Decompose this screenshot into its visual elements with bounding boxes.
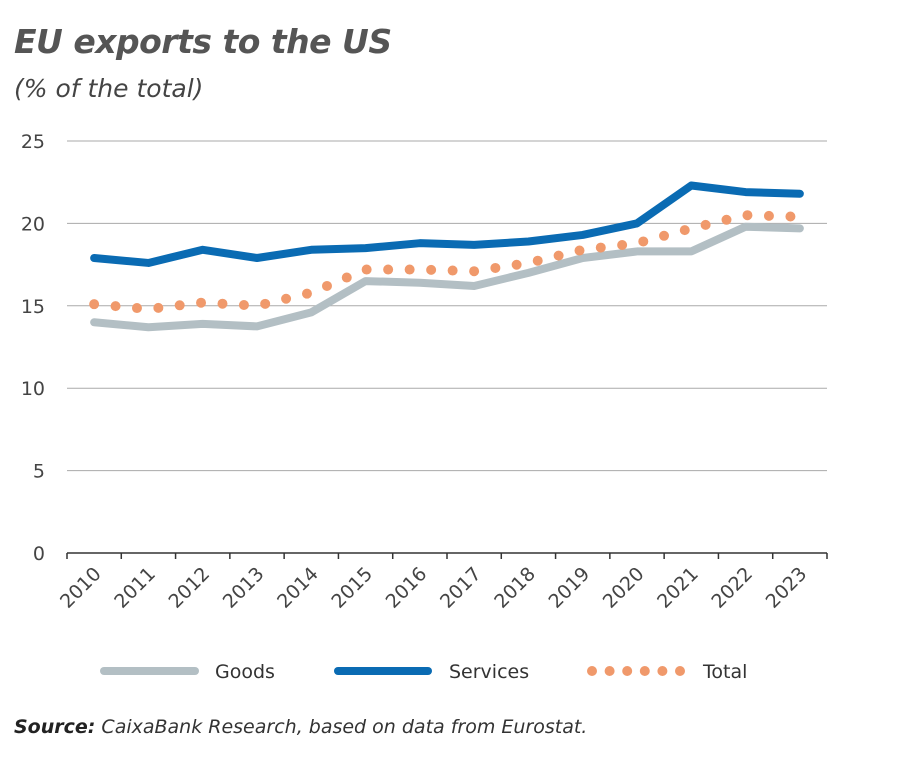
x-tick-label: 2014: [273, 563, 323, 613]
x-tick-label: 2012: [164, 563, 214, 613]
legend-label: Total: [702, 661, 747, 683]
x-tick-label: 2017: [436, 563, 486, 613]
x-tick-label: 2015: [327, 563, 377, 613]
x-tick-label: 2013: [219, 563, 269, 613]
series-line-goods: [90, 222, 804, 332]
series-line-services: [90, 181, 804, 267]
source-note: Source: CaixaBank Research, based on dat…: [14, 716, 587, 738]
source-label: Source:: [14, 716, 96, 738]
y-tick-label: 0: [33, 543, 45, 565]
legend-label: Goods: [215, 661, 275, 683]
series-line-total: [89, 210, 805, 315]
chart-title: EU exports to the US: [14, 22, 392, 61]
y-tick-label: 25: [21, 131, 45, 153]
x-tick-label: 2011: [110, 563, 160, 613]
y-tick-label: 10: [21, 378, 45, 400]
x-tick-label: 2018: [490, 563, 540, 613]
x-tick-label: 2023: [762, 563, 812, 613]
x-tick-label: 2020: [599, 563, 649, 613]
x-tick-label: 2019: [544, 563, 594, 613]
y-tick-label: 5: [33, 461, 45, 483]
x-tick-label: 2010: [56, 563, 106, 613]
x-tick-label: 2016: [382, 563, 432, 613]
x-tick-label: 2022: [707, 563, 757, 613]
x-tick-label: 2021: [653, 563, 703, 613]
source-text: CaixaBank Research, based on data from E…: [95, 716, 588, 738]
legend-label: Services: [449, 661, 529, 683]
chart-subtitle: (% of the total): [14, 74, 204, 103]
y-tick-label: 15: [21, 296, 45, 318]
y-tick-label: 20: [21, 213, 45, 235]
